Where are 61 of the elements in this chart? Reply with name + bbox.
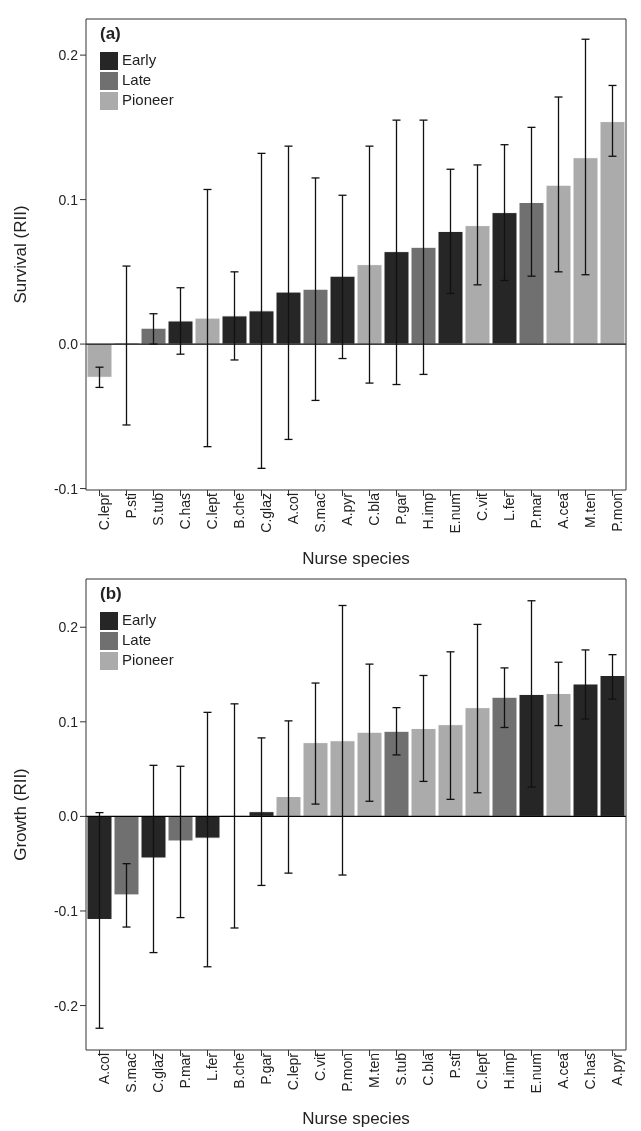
x-tick-label: P.sti: [447, 1053, 464, 1079]
x-tick-label: E.num: [528, 1053, 545, 1094]
y-tick-label: 0.2: [58, 619, 79, 636]
x-tick-label: S.mac: [312, 493, 329, 533]
y-tick-label: 0.2: [58, 47, 79, 64]
x-tick-label: C.lept: [474, 1052, 491, 1090]
x-tick-label: B.che: [231, 1052, 248, 1089]
x-tick-label: C.vit: [312, 1052, 329, 1081]
x-tick-label: M.ten: [582, 493, 599, 529]
x-tick-label: A.col: [285, 493, 302, 525]
annotation: (a): [100, 24, 121, 44]
legend-label: Late: [122, 71, 152, 89]
x-tick-label: P.mon: [609, 493, 626, 532]
x-tick-label: M.ten: [366, 1053, 383, 1089]
x-tick-label: P.sti: [123, 493, 140, 519]
y-axis-title: Survival (RII): [11, 205, 31, 304]
x-tick-label: S.tub: [393, 1052, 410, 1086]
x-tick-label: C.lepr: [96, 492, 113, 531]
legend-label: Pioneer: [122, 651, 174, 669]
x-tick-label: C.bla: [366, 492, 383, 526]
x-tick-label: C.glaz: [150, 1053, 167, 1093]
x-tick-label: P.mar: [177, 1052, 194, 1089]
x-tick-label: L.fer: [501, 492, 518, 522]
x-tick-label: C.lept: [204, 492, 221, 530]
x-tick-label: C.has: [177, 493, 194, 530]
x-tick-label: A.cea: [555, 1052, 572, 1089]
annotation: (b): [100, 584, 122, 604]
x-tick-label: H.imp: [501, 1052, 518, 1090]
x-axis-title: Nurse species: [302, 1109, 410, 1128]
y-tick-label: 0.0: [58, 808, 79, 825]
y-axis-title: Growth (RII): [11, 768, 31, 861]
x-tick-label: L.fer: [204, 1052, 221, 1082]
x-tick-label: P.mon: [339, 1053, 356, 1092]
x-tick-label: A.pyr: [339, 492, 356, 526]
x-tick-label: B.che: [231, 492, 248, 529]
x-tick-label: C.lepr: [285, 1052, 302, 1091]
x-tick-label: C.glaz: [258, 493, 275, 533]
x-tick-label: P.mar: [528, 492, 545, 529]
x-tick-label: P.gar: [258, 1052, 275, 1085]
x-tick-label: S.mac: [123, 1053, 140, 1093]
x-tick-label: A.cea: [555, 492, 572, 529]
y-tick-label: 0.0: [58, 336, 79, 353]
legend-label: Early: [122, 611, 157, 628]
y-tick-label: -0.2: [53, 997, 79, 1014]
y-tick-label: -0.1: [53, 480, 79, 497]
legend-label: Early: [122, 51, 157, 68]
x-axis-title: Nurse species: [302, 549, 410, 568]
y-tick-label: 0.1: [58, 191, 79, 208]
legend-label: Pioneer: [122, 91, 174, 109]
legend-label: Late: [122, 631, 152, 649]
y-tick-label: 0.1: [58, 713, 79, 730]
x-tick-label: C.bla: [420, 1052, 437, 1086]
x-tick-label: C.has: [582, 1053, 599, 1090]
y-tick-label: -0.1: [53, 902, 79, 919]
x-tick-label: H.imp: [420, 492, 437, 530]
x-tick-label: A.pyr: [609, 1052, 626, 1086]
x-tick-label: C.vit: [474, 492, 491, 521]
x-tick-label: S.tub: [150, 492, 167, 526]
x-tick-label: P.gar: [393, 492, 410, 525]
x-tick-label: E.num: [447, 493, 464, 534]
x-tick-label: A.col: [96, 1053, 113, 1085]
